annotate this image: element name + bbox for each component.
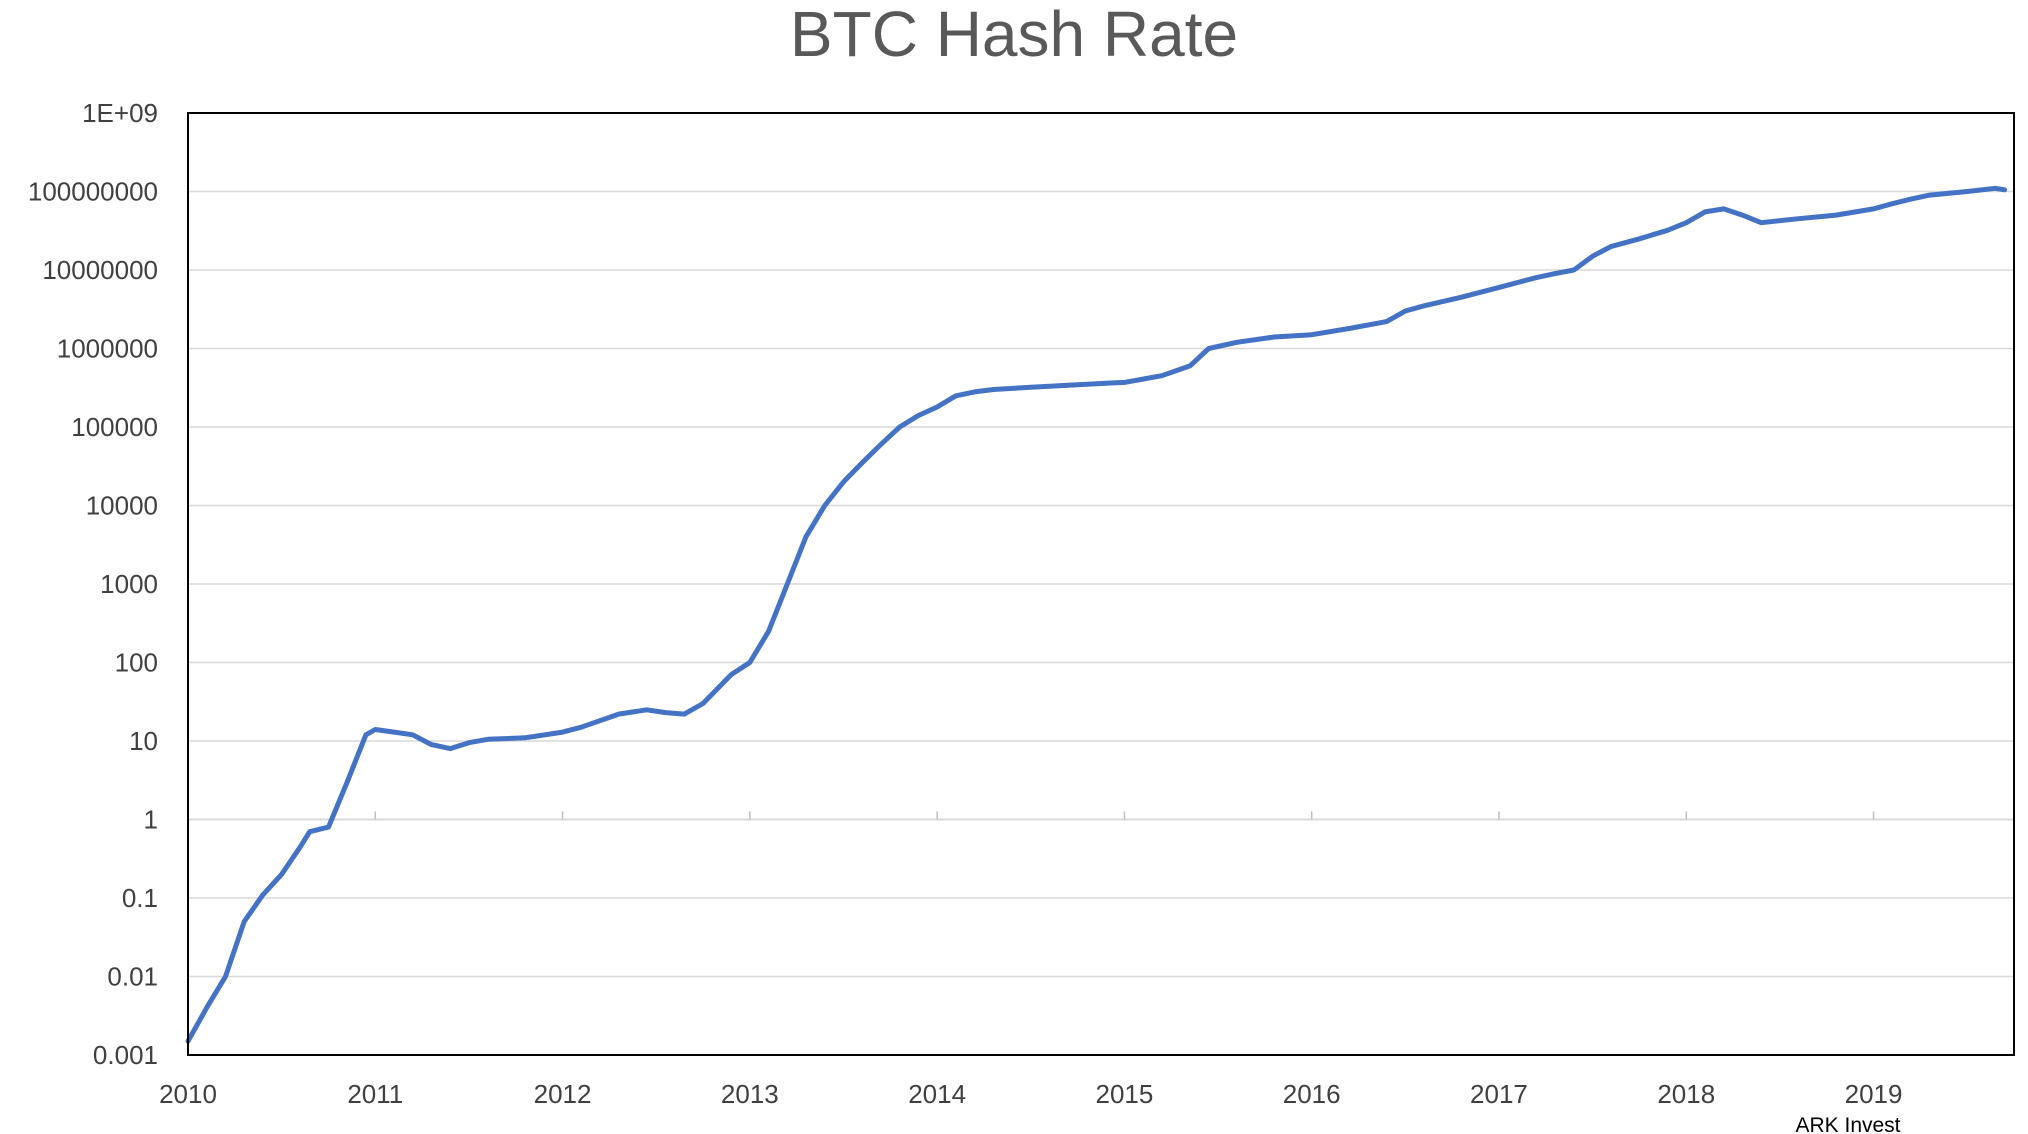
y-axis-ticks: 0.001 0.01 0.1 1 10 100 1000 10000 100000 1000000… bbox=[28, 98, 158, 1070]
y-tick-label: 1000 bbox=[100, 569, 158, 599]
series-layer bbox=[185, 185, 2008, 1044]
y-tick-label: 100000000 bbox=[28, 177, 158, 207]
y-tick-label: 1 bbox=[144, 805, 158, 835]
x-tick-label: 2014 bbox=[908, 1079, 966, 1109]
plot-frame bbox=[187, 112, 2015, 1056]
y-tick-label: 0.01 bbox=[107, 962, 158, 992]
x-axis-ticks: 2010 2011 2012 2013 2014 2015 2016 2017 2018 2019 bbox=[159, 1079, 1902, 1109]
x-tick-label: 2015 bbox=[1095, 1079, 1153, 1109]
x-tick-label: 2010 bbox=[159, 1079, 217, 1109]
x-tick-label: 2011 bbox=[347, 1079, 403, 1109]
series-line-hash-rate bbox=[185, 185, 2008, 1044]
x-tick-label: 2018 bbox=[1657, 1079, 1715, 1109]
y-tick-label: 10000 bbox=[86, 491, 158, 521]
y-tick-label: 0.1 bbox=[122, 883, 158, 913]
y-tick-label: 10 bbox=[129, 726, 158, 756]
y-tick-label: 0.001 bbox=[93, 1040, 158, 1070]
x-tick-label: 2016 bbox=[1283, 1079, 1341, 1109]
chart-title: BTC Hash Rate bbox=[790, 0, 1238, 70]
y-tick-label: 10000000 bbox=[42, 255, 158, 285]
x-tick-label: 2019 bbox=[1845, 1079, 1903, 1109]
source-label: ARK Invest bbox=[1795, 1114, 1900, 1134]
y-tick-label: 1000000 bbox=[57, 334, 158, 364]
x-tick-label: 2013 bbox=[721, 1079, 779, 1109]
y-tick-label: 1E+09 bbox=[82, 98, 158, 128]
x-tick-label: 2012 bbox=[534, 1079, 592, 1109]
x-tick-label: 2017 bbox=[1470, 1079, 1528, 1109]
y-tick-label: 100 bbox=[115, 648, 158, 678]
gridlines bbox=[188, 190, 2014, 978]
y-tick-label: 100000 bbox=[71, 412, 158, 442]
